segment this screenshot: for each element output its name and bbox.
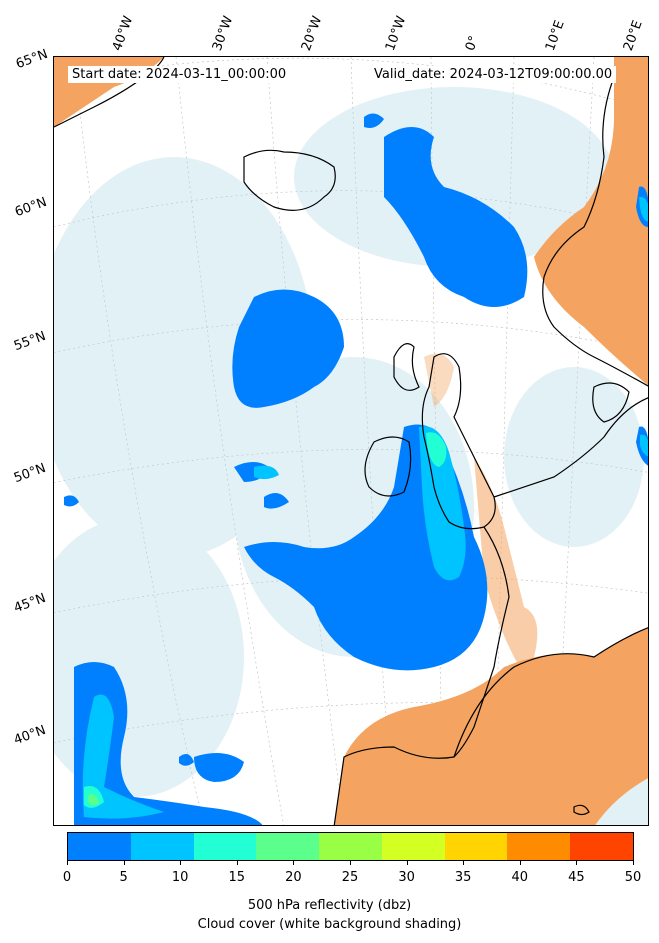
colorbar-swatch-3	[256, 833, 320, 860]
colorbar-tick-label: 35	[454, 870, 472, 885]
colorbar-swatch-6	[444, 833, 508, 860]
colorbar-swatch-7	[507, 833, 571, 860]
colorbar-swatch-4	[319, 833, 382, 860]
colorbar-tick	[180, 861, 182, 865]
colorbar-swatch-8	[570, 833, 634, 860]
colorbar-tick-label: 25	[341, 870, 359, 885]
colorbar-tick	[293, 861, 295, 865]
colorbar-tick	[67, 861, 68, 865]
colorbar	[67, 832, 634, 861]
colorbar-swatch-5	[381, 833, 445, 860]
lat-label-50n: 50°N	[12, 460, 48, 487]
start-date-label: Start date: 2024-03-11_00:00:00	[68, 66, 291, 83]
colorbar-tick-label: 20	[285, 870, 302, 885]
colorbar-swatch-2	[193, 833, 257, 860]
lon-label-20e: 20°E	[620, 18, 646, 53]
coastlines	[54, 57, 648, 825]
reflectivity-10-15	[82, 196, 648, 819]
lon-label-20w: 20°W	[298, 14, 326, 53]
lat-label-65n: 65°N	[14, 46, 50, 73]
colorbar-tick	[633, 861, 634, 865]
colorbar-tick	[406, 861, 408, 865]
lon-label-10w: 10°W	[382, 14, 410, 53]
colorbar-tick-label: 40	[511, 870, 529, 885]
lon-label-10e: 10°E	[542, 18, 568, 53]
colorbar-swatch-1	[130, 833, 194, 860]
colorbar-tick-label: 0	[62, 870, 72, 885]
colorbar-tick-label: 15	[228, 870, 246, 885]
colorbar-tick	[123, 861, 125, 865]
lon-label-30w: 30°W	[209, 14, 237, 53]
colorbar-tick	[576, 861, 578, 865]
map-panel	[53, 56, 649, 826]
lat-label-60n: 60°N	[13, 194, 49, 221]
colorbar-tick-label: 30	[398, 870, 415, 885]
colorbar-tick	[350, 861, 351, 865]
colorbar-tick	[519, 861, 521, 865]
colorbar-swatch-0	[68, 833, 131, 860]
colorbar-title: 500 hPa reflectivity (dbz)	[247, 898, 412, 913]
lat-label-55n: 55°N	[12, 328, 48, 355]
lat-label-40n: 40°N	[12, 722, 48, 749]
map-canvas	[54, 57, 648, 825]
valid-date-label: Valid_date: 2024-03-12T09:00:00.00	[370, 66, 617, 83]
lon-label-40w: 40°W	[109, 14, 137, 53]
lat-label-45n: 45°N	[12, 590, 48, 617]
colorbar-tick-label: 50	[624, 870, 642, 885]
colorbar-subtitle: Cloud cover (white background shading)	[197, 917, 462, 932]
colorbar-tick	[463, 861, 465, 865]
reflectivity-20-25	[88, 794, 99, 806]
colorbar-tick-label: 10	[171, 870, 189, 885]
colorbar-tick-label: 5	[119, 870, 128, 885]
colorbar-tick	[236, 861, 238, 865]
lon-label-0: 0°	[462, 33, 483, 53]
colorbar-tick-label: 45	[568, 870, 585, 885]
